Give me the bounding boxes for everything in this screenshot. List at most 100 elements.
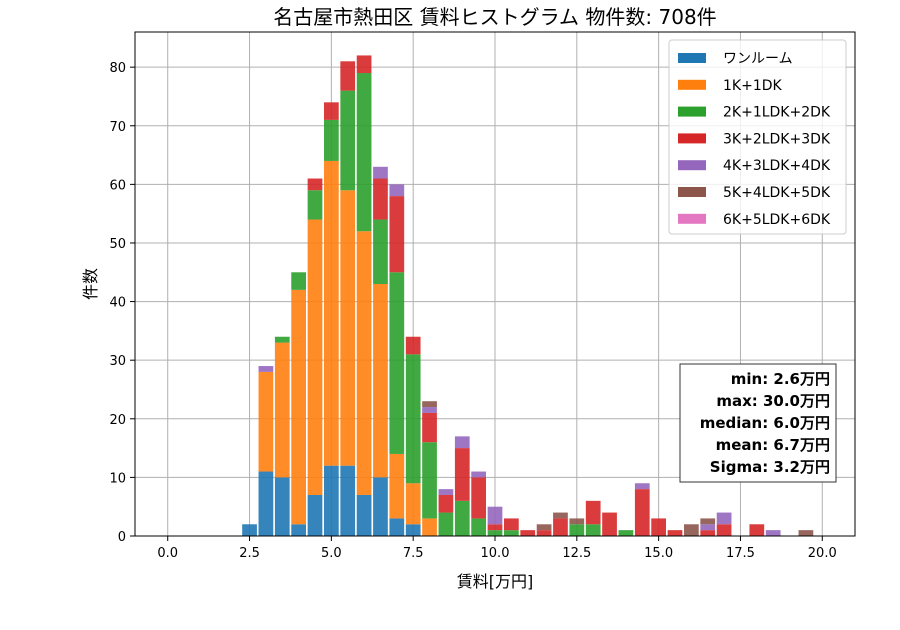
histogram-bar	[454, 436, 470, 449]
x-tick-label: 7.5	[403, 546, 424, 561]
stats-line: mean: 6.7万円	[716, 436, 830, 454]
y-tick-label: 30	[109, 354, 126, 369]
y-tick-label: 60	[109, 178, 126, 193]
histogram-bar	[307, 178, 323, 191]
histogram-bar	[520, 530, 536, 536]
histogram-bar	[389, 518, 405, 536]
histogram-bar	[438, 512, 454, 536]
histogram-bar	[356, 494, 372, 536]
legend-label: 1K+1DK	[723, 78, 783, 94]
histogram-bar	[471, 471, 486, 478]
histogram-bar	[356, 55, 372, 74]
histogram-bar	[422, 401, 437, 408]
histogram-bar	[356, 73, 372, 232]
chart-title: 名古屋市熱田区 賃料ヒストグラム 物件数: 708件	[273, 5, 716, 29]
legend-label: 3K+2LDK+3DK	[723, 131, 831, 147]
y-axis-label: 件数	[81, 268, 100, 300]
legend-swatch	[678, 79, 706, 90]
histogram-bar	[422, 407, 437, 413]
histogram-bar	[765, 530, 781, 536]
stats-frame	[679, 363, 837, 483]
histogram-bar	[405, 354, 421, 484]
histogram-bar	[405, 524, 421, 536]
histogram-bar	[536, 530, 552, 536]
histogram-bar	[373, 219, 388, 284]
histogram-bar	[373, 284, 388, 478]
histogram-bar	[307, 494, 323, 536]
x-axis-label: 賃料[万円]	[457, 572, 534, 591]
y-tick-label: 50	[109, 237, 126, 252]
legend-label: 6K+5LDK+6DK	[723, 212, 831, 228]
histogram-bar	[618, 530, 634, 536]
x-tick-label: 2.5	[239, 546, 260, 561]
histogram-bar	[553, 518, 568, 536]
legend-swatch	[678, 213, 706, 224]
histogram-bar	[340, 61, 356, 91]
histogram-bar	[291, 289, 306, 525]
histogram-bar	[585, 500, 601, 525]
legend-swatch	[678, 53, 706, 63]
y-tick-label: 70	[109, 120, 126, 135]
histogram-bar	[324, 465, 339, 536]
histogram-bar	[324, 160, 339, 466]
histogram-bar	[536, 524, 552, 531]
x-tick-label: 20.0	[808, 546, 837, 561]
histogram-bar	[291, 272, 306, 290]
legend-swatch	[678, 133, 706, 144]
histogram-bar	[667, 530, 683, 536]
histogram-bar	[422, 412, 437, 443]
x-tick-label: 12.5	[562, 546, 591, 561]
histogram-bar	[634, 489, 650, 536]
histogram-bar	[405, 336, 421, 355]
legend-swatch	[678, 187, 706, 197]
y-tick-label: 0	[118, 530, 126, 545]
y-tick-label: 80	[109, 61, 126, 76]
histogram-bar	[340, 190, 356, 466]
histogram-bar	[405, 483, 421, 525]
histogram-bar	[798, 530, 814, 536]
histogram-bar	[438, 494, 454, 513]
histogram-bar	[504, 530, 519, 536]
histogram-bar	[274, 336, 290, 343]
histogram-bar	[389, 184, 405, 197]
histogram-bar	[258, 471, 274, 536]
y-axis-ticks: 0 10 20 30 40 50 60 70 80	[109, 61, 135, 545]
legend-frame	[668, 39, 847, 235]
histogram-bar	[454, 448, 470, 501]
histogram-bar	[389, 196, 405, 273]
stats-line: median: 6.0万円	[700, 414, 830, 432]
histogram-bar	[274, 342, 290, 478]
histogram-bar	[487, 524, 503, 531]
histogram-bar	[569, 524, 585, 536]
histogram-bar	[569, 518, 585, 525]
histogram-bar	[340, 465, 356, 536]
legend-label: 5K+4LDK+5DK	[723, 185, 831, 201]
histogram-bar	[749, 524, 765, 536]
stats-line: Sigma: 3.2万円	[710, 458, 830, 476]
stats-line: min: 2.6万円	[731, 370, 830, 388]
histogram-bar	[373, 166, 388, 179]
histogram-bar	[324, 119, 339, 161]
histogram-bar	[307, 219, 323, 495]
histogram-bar	[242, 524, 257, 536]
histogram-bar	[438, 489, 454, 495]
histogram-bar	[389, 453, 405, 519]
legend-label: 2K+1LDK+2DK	[723, 105, 831, 121]
histogram-bar	[684, 524, 699, 536]
histogram-bar	[274, 477, 290, 536]
histogram-bar	[700, 518, 716, 525]
legend-swatch	[678, 160, 706, 171]
histogram-bar	[700, 524, 716, 531]
stats-line: max: 30.0万円	[716, 392, 830, 410]
histogram-bar	[340, 90, 356, 191]
histogram-bar	[258, 366, 274, 372]
bars	[242, 55, 814, 536]
histogram-bar	[585, 524, 601, 536]
histogram-bar	[700, 530, 716, 536]
histogram-bar	[356, 231, 372, 495]
histogram-bar	[471, 518, 486, 536]
histogram-bar	[602, 512, 617, 536]
x-tick-label: 10.0	[481, 546, 510, 561]
legend-label: ワンルーム	[723, 51, 793, 67]
